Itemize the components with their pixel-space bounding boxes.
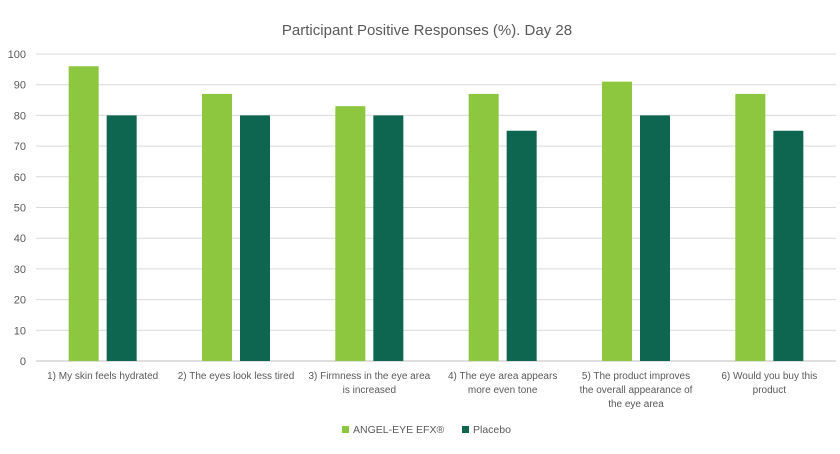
bar-placebo-6 xyxy=(773,130,804,361)
bar-angel-eye-efx-2 xyxy=(202,93,232,361)
bar-placebo-1 xyxy=(106,115,137,362)
y-tick-label: 10 xyxy=(14,325,26,337)
y-tick-label: 30 xyxy=(14,264,26,276)
bar-angel-eye-efx-5 xyxy=(602,81,632,361)
y-tick-label: 50 xyxy=(14,203,26,215)
bar-angel-eye-efx-6 xyxy=(735,93,766,361)
gridlines xyxy=(36,53,836,362)
legend-swatch-placebo xyxy=(462,426,469,433)
y-tick-label: 60 xyxy=(14,172,26,184)
y-tick-label: 40 xyxy=(14,233,26,245)
bar-placebo-2 xyxy=(240,115,270,362)
chart-title: Participant Positive Responses (%). Day … xyxy=(282,22,572,39)
y-tick-label: 100 xyxy=(8,49,26,61)
x-category-label: the overall appearance of xyxy=(580,385,693,396)
x-category-label: the eye area xyxy=(608,399,664,410)
y-tick-label: 0 xyxy=(20,356,26,368)
x-category-label: 6) Would you buy this xyxy=(721,371,817,382)
x-category-label: 4) The eye area appears xyxy=(448,371,557,382)
bar-angel-eye-efx-3 xyxy=(335,106,366,361)
legend-label-placebo: Placebo xyxy=(473,424,511,436)
bar-placebo-4 xyxy=(506,130,537,361)
x-category-label: 3) Firmness in the eye area xyxy=(308,371,430,382)
x-category-label: 5) The product improves xyxy=(582,371,690,382)
y-tick-label: 20 xyxy=(14,295,26,307)
legend-swatch-angel-eye-efx xyxy=(342,426,349,433)
y-tick-label: 80 xyxy=(14,110,26,122)
x-category-label: 2) The eyes look less tired xyxy=(178,371,295,382)
bar-angel-eye-efx-1 xyxy=(68,66,99,361)
bar-placebo-5 xyxy=(640,115,670,362)
bars xyxy=(68,66,804,362)
legend-label-angel-eye-efx: ANGEL-EYE EFX® xyxy=(353,424,444,436)
y-axis-ticks: 0 10 20 30 40 50 60 70 80 90 100 xyxy=(8,49,26,368)
x-category-label: 1) My skin feels hydrated xyxy=(47,371,158,382)
bar-angel-eye-efx-4 xyxy=(468,93,499,361)
bar-placebo-3 xyxy=(373,115,404,362)
x-category-label: product xyxy=(753,385,787,396)
x-category-label: more even tone xyxy=(468,385,538,396)
y-tick-label: 70 xyxy=(14,141,26,153)
y-tick-label: 90 xyxy=(14,80,26,92)
x-axis-category-labels: 1) My skin feels hydrated 2) The eyes loo… xyxy=(47,371,817,410)
legend: ANGEL-EYE EFX® Placebo xyxy=(342,424,511,436)
x-category-label: is increased xyxy=(343,385,396,396)
